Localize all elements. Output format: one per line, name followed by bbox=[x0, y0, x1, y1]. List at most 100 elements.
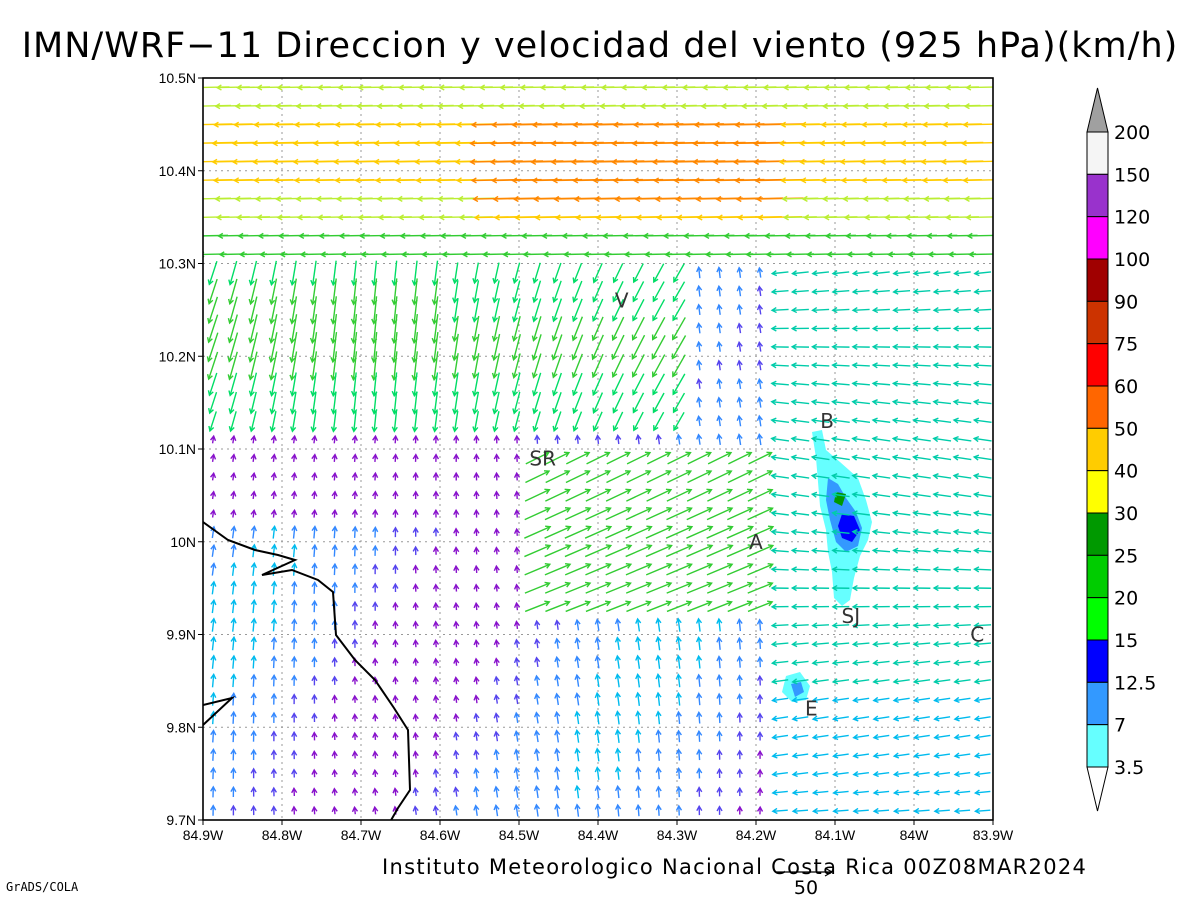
wind-vector bbox=[952, 435, 972, 443]
wind-vector bbox=[791, 622, 809, 629]
wind-vector bbox=[672, 281, 686, 303]
colorbar-level-label: 15 bbox=[1114, 630, 1138, 652]
wind-vector bbox=[831, 435, 850, 443]
place-label: I bbox=[990, 530, 996, 554]
wind-vector bbox=[716, 617, 723, 632]
wind-vector bbox=[932, 603, 951, 610]
wind-vector bbox=[736, 396, 743, 408]
wind-vector bbox=[952, 306, 971, 314]
wind-vector bbox=[594, 654, 601, 669]
wind-vector bbox=[230, 490, 237, 500]
wind-vector bbox=[392, 434, 399, 444]
wind-vector bbox=[852, 734, 870, 741]
wind-vector bbox=[493, 620, 500, 629]
wind-vector bbox=[473, 749, 480, 760]
wind-vector bbox=[311, 768, 318, 778]
wind-vector bbox=[524, 544, 552, 558]
wind-vector bbox=[290, 410, 297, 433]
wind-vector bbox=[973, 734, 991, 741]
x-tick-label: 84.2W bbox=[736, 827, 777, 843]
wind-vector bbox=[810, 491, 830, 498]
wind-vector bbox=[892, 734, 910, 741]
wind-vector bbox=[912, 566, 931, 573]
wind-vector bbox=[675, 654, 682, 669]
wind-vector bbox=[892, 584, 911, 592]
wind-vector bbox=[932, 491, 952, 498]
wind-vector bbox=[716, 322, 723, 334]
wind-vector bbox=[351, 638, 359, 648]
wind-vector bbox=[716, 340, 723, 352]
wind-vector bbox=[756, 396, 763, 408]
wind-vector bbox=[473, 730, 480, 741]
wind-vector bbox=[973, 528, 992, 536]
wind-vector bbox=[210, 562, 217, 576]
wind-vector bbox=[452, 280, 459, 304]
wind-vector bbox=[831, 678, 850, 685]
wind-vector bbox=[635, 728, 642, 743]
wind-vector bbox=[726, 507, 754, 521]
wind-vector bbox=[594, 766, 601, 780]
wind-vector bbox=[493, 693, 500, 704]
wind-vector bbox=[952, 417, 972, 424]
wind-vector bbox=[511, 334, 522, 362]
wind-vector bbox=[574, 766, 581, 780]
wind-vector bbox=[270, 434, 277, 444]
wind-vector bbox=[973, 789, 991, 796]
wind-vector bbox=[269, 411, 277, 433]
wind-vector bbox=[250, 508, 257, 518]
wind-vector bbox=[207, 260, 218, 286]
wind-vector bbox=[770, 622, 789, 629]
wind-vector bbox=[756, 656, 764, 668]
wind-vector bbox=[289, 314, 298, 345]
wind-vector bbox=[210, 617, 217, 632]
wind-vector bbox=[248, 351, 258, 381]
wind-vector bbox=[431, 314, 439, 345]
wind-vector bbox=[811, 696, 829, 704]
wind-vector bbox=[412, 750, 419, 759]
wind-vector bbox=[653, 411, 665, 432]
wind-vector bbox=[311, 693, 318, 704]
wind-vector bbox=[525, 470, 551, 484]
wind-vector bbox=[952, 325, 971, 332]
wind-vector bbox=[686, 544, 714, 558]
wind-vector bbox=[756, 637, 764, 649]
wind-vector bbox=[791, 659, 809, 666]
wind-vector bbox=[531, 334, 542, 361]
wind-vector bbox=[585, 581, 612, 594]
wind-vector bbox=[912, 270, 931, 277]
wind-vector bbox=[695, 636, 703, 651]
wind-vector bbox=[912, 547, 931, 554]
wind-vector bbox=[531, 316, 542, 342]
wind-vector bbox=[871, 510, 891, 517]
wind-vector bbox=[851, 659, 870, 666]
wind-vector bbox=[655, 673, 662, 688]
wind-vector bbox=[372, 657, 379, 666]
wind-vector bbox=[726, 525, 754, 539]
wind-vector bbox=[270, 673, 278, 687]
wind-vector bbox=[230, 729, 237, 743]
wind-vector bbox=[913, 789, 930, 796]
wind-vector bbox=[289, 391, 297, 415]
wind-vector bbox=[791, 696, 809, 704]
wind-vector bbox=[532, 280, 542, 304]
wind-vector bbox=[513, 546, 521, 555]
wind-vector bbox=[635, 691, 642, 706]
wind-vector bbox=[665, 525, 694, 539]
wind-vector bbox=[491, 298, 500, 323]
wind-vector bbox=[533, 766, 541, 780]
place-label: B bbox=[820, 409, 834, 433]
wind-vector bbox=[973, 622, 992, 629]
wind-vector bbox=[736, 285, 743, 297]
wind-vector bbox=[351, 434, 358, 444]
wind-vector bbox=[564, 544, 592, 558]
wind-vector bbox=[716, 303, 723, 315]
wind-vector bbox=[594, 728, 601, 743]
wind-vector bbox=[311, 453, 318, 462]
wind-vector bbox=[471, 353, 480, 380]
wind-vector bbox=[953, 715, 971, 722]
wind-vector bbox=[250, 453, 257, 462]
wind-vector bbox=[790, 435, 810, 443]
wind-vector bbox=[686, 581, 713, 594]
wind-vector bbox=[230, 804, 237, 816]
